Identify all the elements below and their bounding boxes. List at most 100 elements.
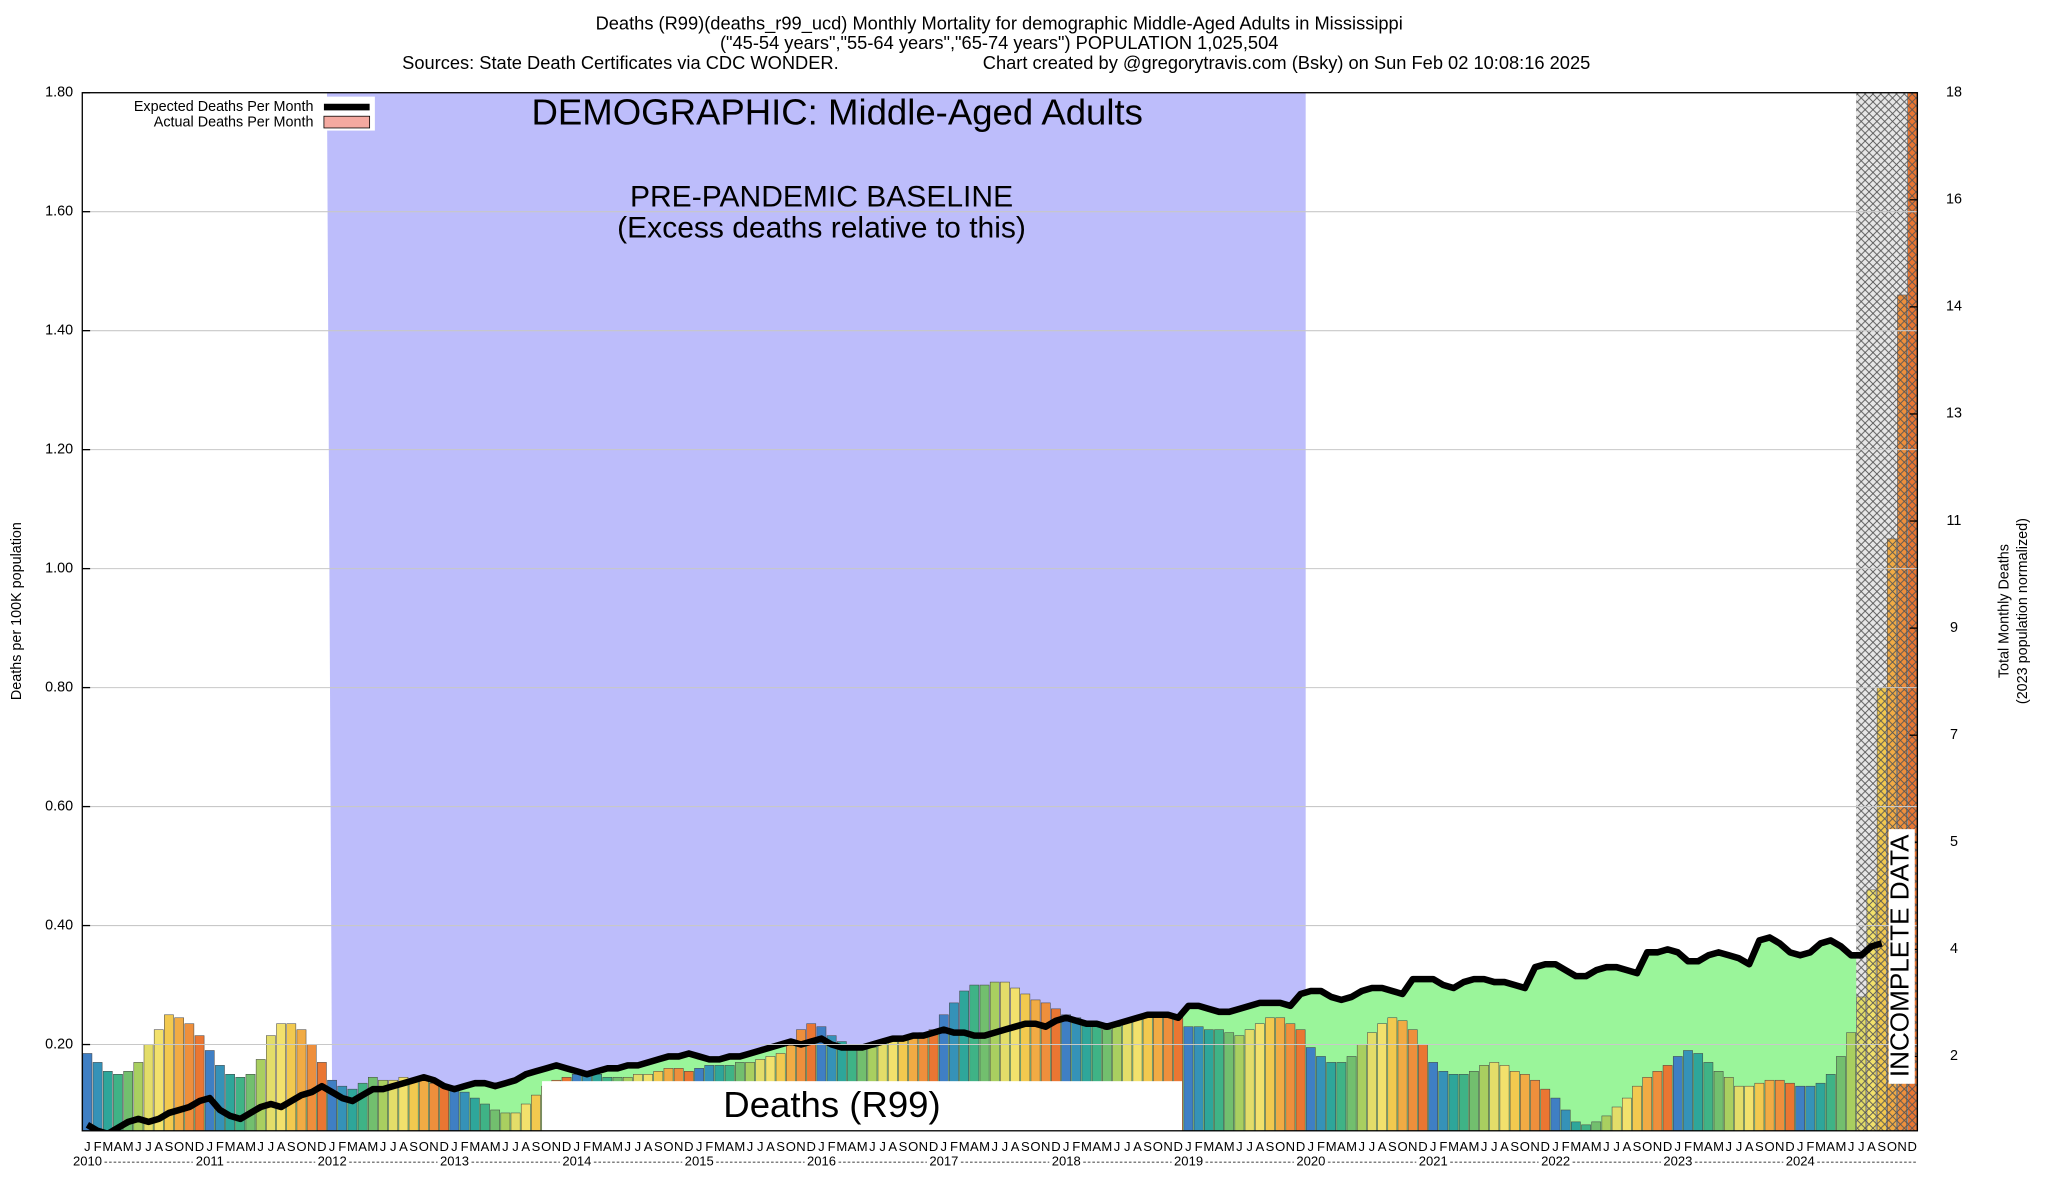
year-label: 2020 <box>1296 1154 1325 1169</box>
year-label: 2012 <box>318 1154 347 1169</box>
bar <box>469 1097 480 1131</box>
x-tick-label: A <box>1378 1139 1387 1154</box>
year-label: 2019 <box>1174 1154 1203 1169</box>
bar <box>1774 1079 1785 1131</box>
chart-title: Deaths (R99)(deaths_r99_ucd) Monthly Mor… <box>596 13 1403 35</box>
x-tick-label: D <box>684 1139 693 1154</box>
x-tick-label: S <box>1388 1139 1397 1154</box>
bar <box>1458 1074 1469 1131</box>
bar <box>276 1023 286 1131</box>
year-label: 2011 <box>196 1154 224 1169</box>
x-tick-label: A <box>481 1139 490 1154</box>
x-tick-label: S <box>165 1139 174 1154</box>
x-tick-label: F <box>1439 1139 1447 1154</box>
bar <box>1723 1076 1734 1131</box>
x-tick-label: J <box>1063 1139 1070 1154</box>
bar <box>1540 1088 1551 1131</box>
credit: Chart created by @gregorytravis.com (Bsk… <box>983 52 1591 73</box>
x-tick-label: M <box>469 1139 480 1154</box>
y-tick-label: 1.20 <box>45 441 73 457</box>
x-tick-label: M <box>714 1139 725 1154</box>
plot-clip <box>82 92 1918 1131</box>
year-label: 2018 <box>1052 1154 1081 1169</box>
bar <box>1571 1121 1581 1131</box>
y2-tick-label: 7 <box>1950 727 1958 743</box>
bar <box>1305 1047 1316 1131</box>
bar <box>1367 1032 1377 1131</box>
y2-axis-label: (2023 population normalized) <box>2015 518 2031 704</box>
x-tick-label: J <box>696 1139 703 1154</box>
bar <box>184 1023 195 1131</box>
x-tick-label: J <box>624 1139 631 1154</box>
x-tick-label: S <box>654 1139 663 1154</box>
bar <box>969 984 980 1131</box>
x-tick-label: J <box>1481 1139 1488 1154</box>
y-tick-label: 1.00 <box>45 560 73 576</box>
y-tick-label: 0.80 <box>45 679 73 695</box>
bar <box>520 1103 531 1131</box>
bar <box>1244 1029 1255 1131</box>
bar <box>1744 1085 1755 1131</box>
bar <box>1051 1008 1061 1131</box>
bar <box>1499 1065 1510 1131</box>
x-tick-label: M <box>1713 1139 1724 1154</box>
y2-tick-label: 16 <box>1946 192 1962 208</box>
x-tick-label: A <box>1622 1139 1631 1154</box>
bar <box>1734 1085 1744 1131</box>
bar <box>1336 1062 1347 1131</box>
x-tick-label: S <box>1633 1139 1642 1154</box>
bar <box>317 1062 327 1131</box>
bar <box>1785 1082 1795 1131</box>
bar <box>979 984 990 1131</box>
x-tick-label: A <box>1704 1139 1713 1154</box>
bar <box>378 1079 388 1131</box>
bar <box>1326 1062 1337 1131</box>
x-tick-label: J <box>329 1139 336 1154</box>
x-tick-label: A <box>521 1139 530 1154</box>
x-tick-label: D <box>1418 1139 1427 1154</box>
x-tick-label: F <box>461 1139 469 1154</box>
x-tick-label: M <box>123 1139 134 1154</box>
x-tick-label: O <box>1397 1139 1407 1154</box>
x-tick-label: S <box>1143 1139 1152 1154</box>
bar <box>347 1088 358 1131</box>
x-tick-label: F <box>583 1139 591 1154</box>
bar <box>408 1079 419 1131</box>
x-tick-label: N <box>185 1139 194 1154</box>
bar <box>1611 1106 1622 1131</box>
x-tick-label: A <box>1337 1139 1346 1154</box>
x-tick-label: J <box>1491 1139 1498 1154</box>
bar <box>266 1035 276 1131</box>
x-tick-label: M <box>1693 1139 1704 1154</box>
bar <box>327 1079 337 1131</box>
y-tick-label: 0.20 <box>45 1036 73 1052</box>
x-tick-label: N <box>1286 1139 1295 1154</box>
x-tick-label: J <box>1002 1139 1009 1154</box>
plot-frame <box>81 92 1919 1132</box>
bar <box>1815 1082 1826 1131</box>
x-tick-label: S <box>1266 1139 1275 1154</box>
x-tick-label: M <box>1591 1139 1602 1154</box>
x-tick-label: D <box>317 1139 326 1154</box>
x-tick-label: A <box>848 1139 857 1154</box>
x-tick-label: A <box>1867 1139 1876 1154</box>
x-tick-label: O <box>1520 1139 1530 1154</box>
bar <box>1683 1050 1693 1131</box>
x-tick-label: M <box>1346 1139 1357 1154</box>
bar <box>1224 1032 1235 1131</box>
bar <box>439 1085 450 1131</box>
bar <box>255 1059 266 1131</box>
bar <box>1316 1056 1326 1131</box>
x-tick-label: N <box>1775 1139 1784 1154</box>
bar <box>225 1074 235 1131</box>
x-tick-label: A <box>1092 1139 1101 1154</box>
bar <box>531 1094 541 1131</box>
x-tick-label: A <box>1582 1139 1591 1154</box>
bar <box>1530 1079 1540 1131</box>
legend-label: Actual Deaths Per Month <box>154 115 314 131</box>
annotation: PRE-PANDEMIC BASELINE <box>630 180 1013 213</box>
bar <box>1764 1079 1775 1131</box>
bar <box>1509 1071 1520 1131</box>
expected-line <box>85 934 1883 1131</box>
